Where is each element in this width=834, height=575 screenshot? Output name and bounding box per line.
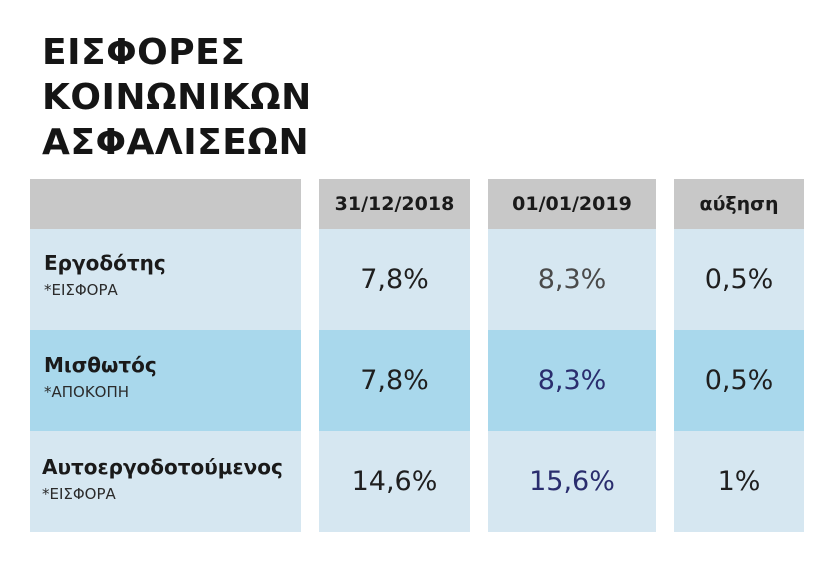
- table-row-label: Εργοδότης *ΕΙΣΦΟΡΑ: [30, 229, 301, 330]
- header-2019: 01/01/2019: [488, 179, 656, 229]
- page-title: ΕΙΣΦΟΡΕΣ ΚΟΙΝΩΝΙΚΩΝ ΑΣΦΑΛΙΣΕΩΝ: [42, 30, 312, 165]
- value-increase: 0,5%: [674, 330, 804, 431]
- header-increase: αύξηση: [674, 179, 804, 229]
- value-2019: 15,6%: [488, 431, 656, 532]
- header-label-cell: [30, 179, 301, 229]
- row-subtitle: *ΑΠΟΚΟΠΗ: [44, 383, 130, 401]
- table-row-label: Μισθωτός *ΑΠΟΚΟΠΗ: [30, 330, 301, 431]
- value-2019: 8,3%: [488, 229, 656, 330]
- header-2018: 31/12/2018: [319, 179, 470, 229]
- value-2018: 14,6%: [319, 431, 470, 532]
- row-name: Μισθωτός: [44, 353, 157, 377]
- value-2018: 7,8%: [319, 229, 470, 330]
- value-2018: 7,8%: [319, 330, 470, 431]
- title-line-3: ΑΣΦΑΛΙΣΕΩΝ: [42, 122, 310, 163]
- row-name: Εργοδότης: [44, 251, 166, 275]
- row-name: Αυτοεργοδοτούμενος: [42, 455, 283, 479]
- table-row-label: Αυτοεργοδοτούμενος *ΕΙΣΦΟΡΑ: [30, 431, 301, 532]
- row-subtitle: *ΕΙΣΦΟΡΑ: [44, 281, 118, 299]
- title-line-2: ΚΟΙΝΩΝΙΚΩΝ: [42, 77, 312, 118]
- title-line-1: ΕΙΣΦΟΡΕΣ: [42, 32, 246, 73]
- value-2019: 8,3%: [488, 330, 656, 431]
- row-subtitle: *ΕΙΣΦΟΡΑ: [42, 485, 116, 503]
- value-increase: 0,5%: [674, 229, 804, 330]
- value-increase: 1%: [674, 431, 804, 532]
